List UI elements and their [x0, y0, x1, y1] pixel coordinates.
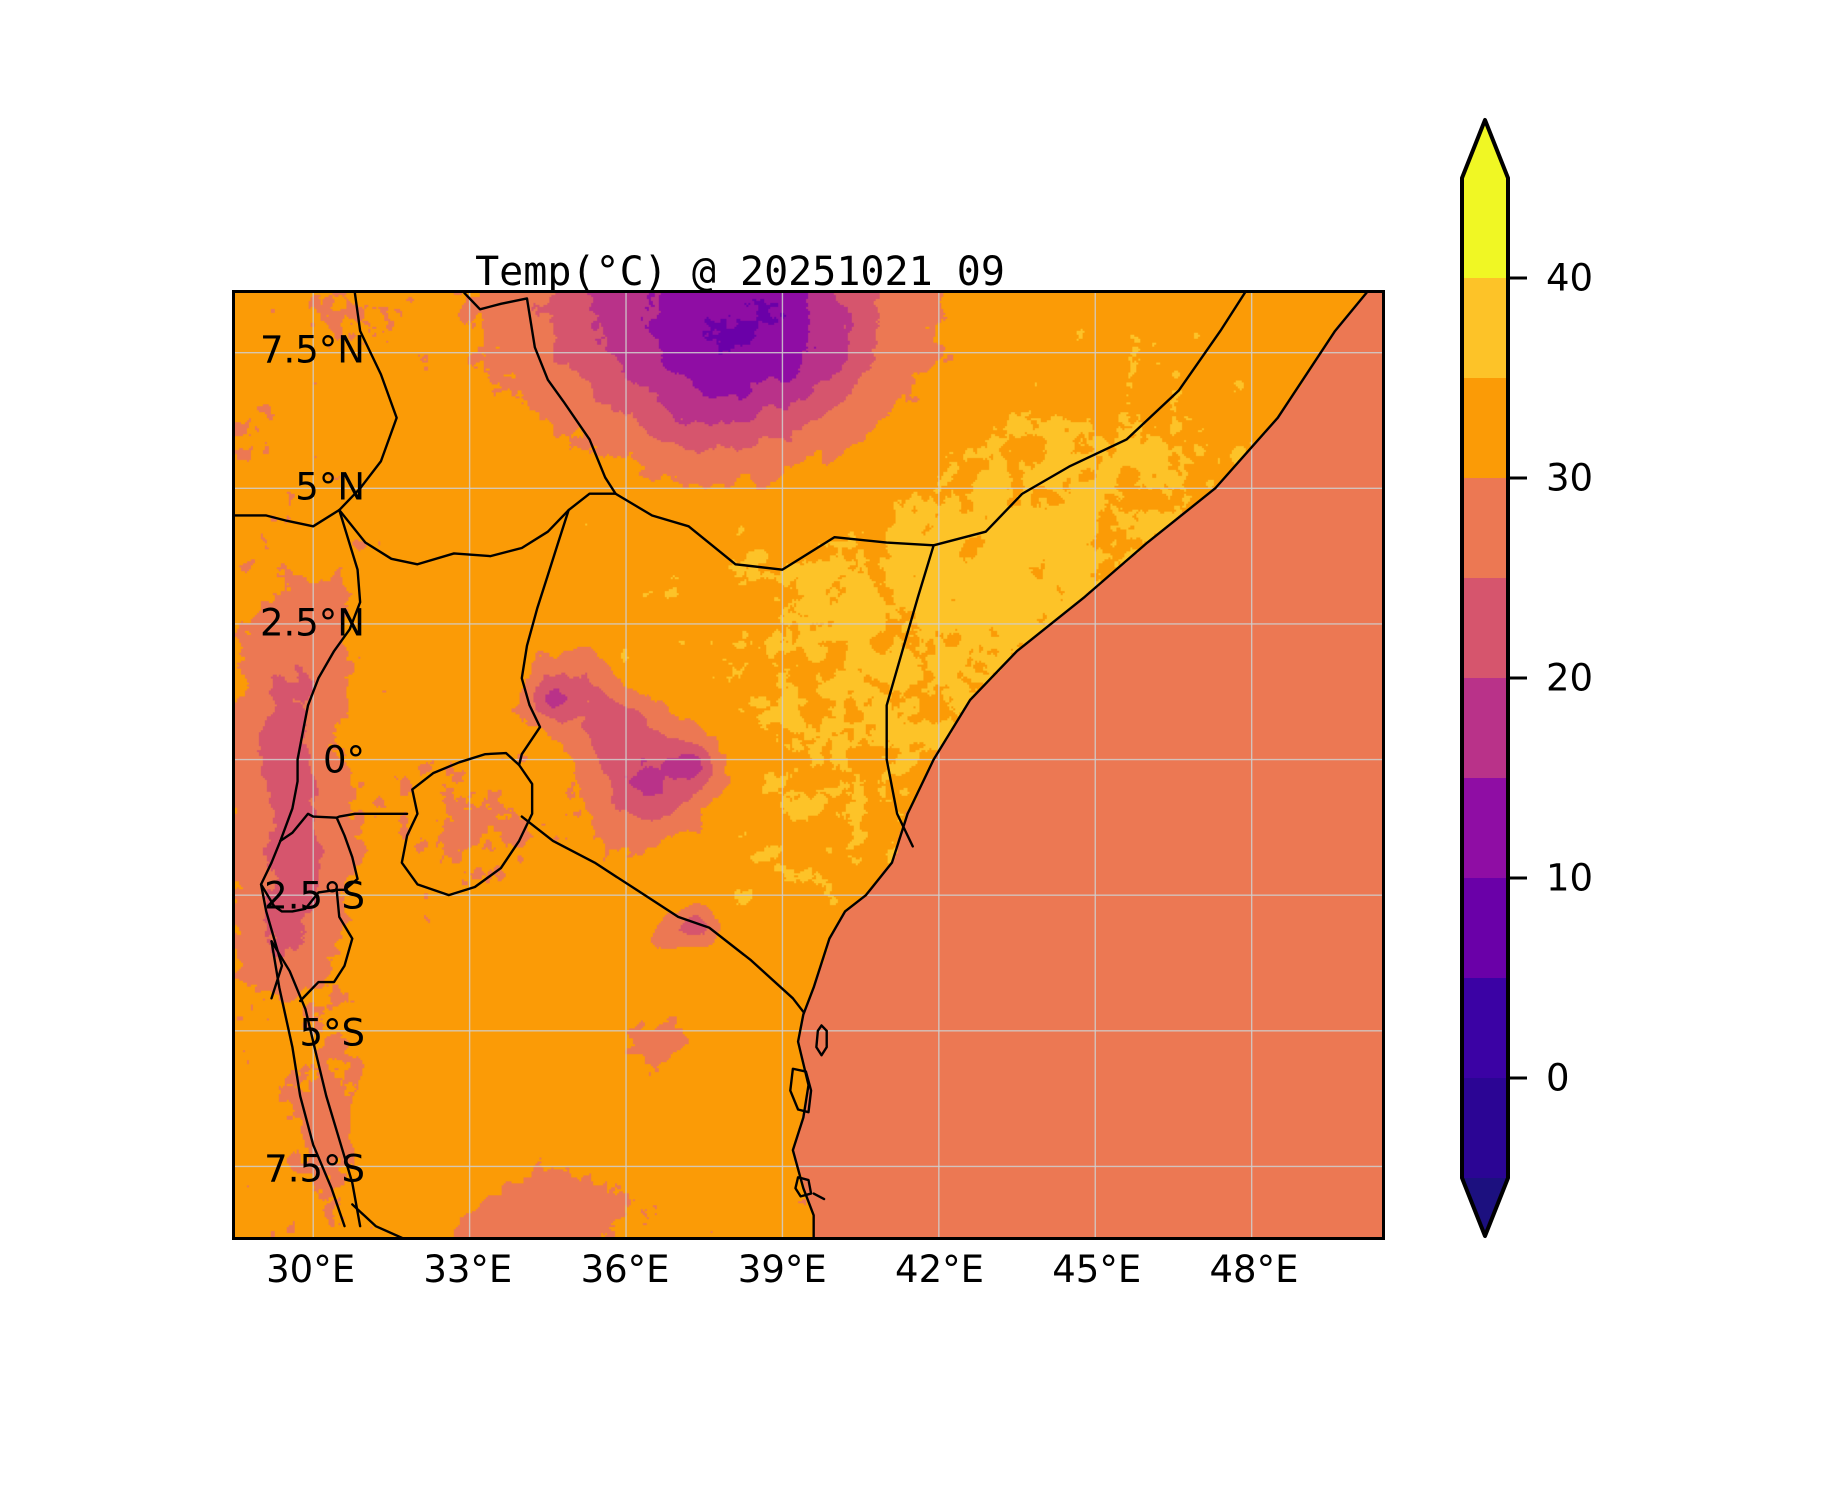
colorbar-gradient: [1460, 118, 1510, 1238]
colorbar-tick-3: 10: [1546, 856, 1594, 900]
longitude-tick-4: 42°E: [895, 1248, 984, 1291]
longitude-tick-0: 30°E: [266, 1248, 356, 1291]
latitude-tick-6: 7.5°S: [264, 1147, 365, 1191]
map-plot-area: [232, 290, 1385, 1240]
latitude-tick-4: 2.5°S: [264, 874, 365, 918]
colorbar: [1460, 118, 1510, 1238]
longitude-tick-5: 45°E: [1052, 1248, 1142, 1291]
latitude-tick-3: 0°: [322, 738, 365, 782]
colorbar-tick-mark-0: [1509, 276, 1527, 280]
longitude-tick-3: 39°E: [737, 1248, 827, 1291]
longitude-tick-6: 48°E: [1209, 1248, 1299, 1291]
colorbar-tick-mark-4: [1509, 1076, 1527, 1080]
chart-title-line-1: Temp(°C) @ 20251021_09: [475, 248, 1005, 295]
colorbar-tick-4: 0: [1546, 1056, 1570, 1100]
colorbar-tick-mark-2: [1509, 676, 1527, 680]
latitude-tick-5: 5°S: [299, 1011, 365, 1055]
latitude-tick-0: 7.5°N: [259, 328, 365, 372]
latitude-tick-2: 2.5°N: [259, 601, 365, 645]
longitude-tick-2: 36°E: [580, 1248, 670, 1291]
colorbar-tick-1: 30: [1546, 456, 1594, 500]
temperature-field: [235, 293, 1382, 1237]
colorbar-tick-0: 40: [1546, 256, 1594, 300]
colorbar-tick-mark-3: [1509, 876, 1527, 880]
latitude-tick-1: 5°N: [295, 465, 365, 509]
colorbar-tick-2: 20: [1546, 656, 1594, 700]
longitude-tick-1: 33°E: [423, 1248, 513, 1291]
colorbar-tick-mark-1: [1509, 476, 1527, 480]
